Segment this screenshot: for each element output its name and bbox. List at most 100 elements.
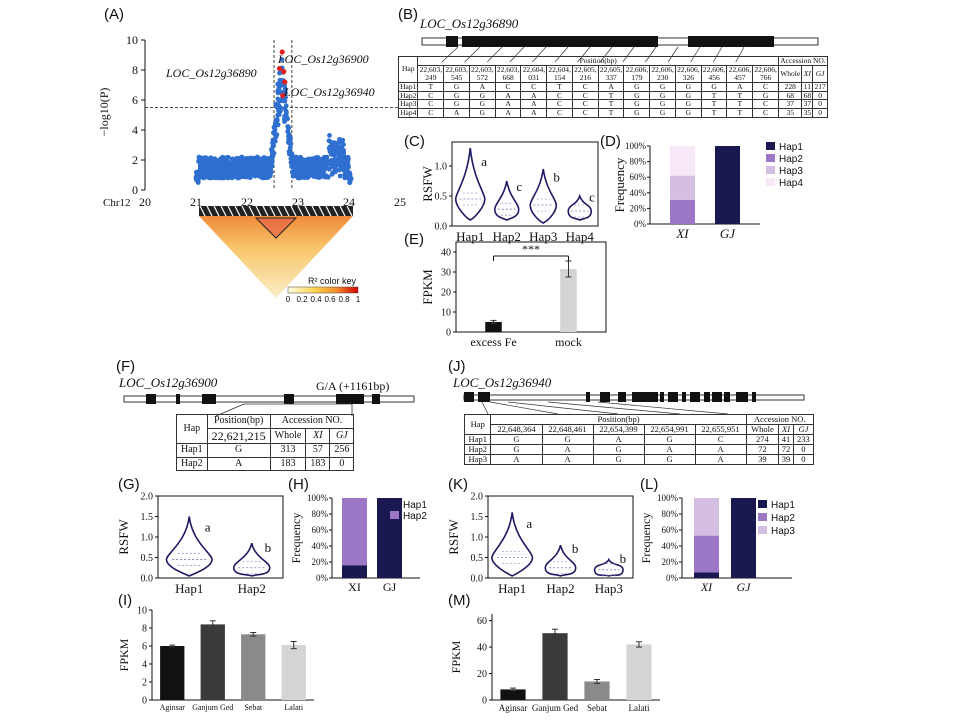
b-gene-name: LOC_Os12g36890 (419, 16, 519, 31)
violin-shape (165, 516, 213, 577)
panel-label-g: (G) (118, 476, 140, 493)
ytick: 100% (657, 493, 679, 503)
ytick: 4 (142, 660, 147, 671)
ld-block (256, 218, 296, 238)
sig-letter: c (516, 179, 522, 194)
b-allele-cell: A (494, 108, 522, 119)
b-position-cell: 22,604, 031 (520, 64, 548, 83)
ytick: 20% (312, 557, 329, 567)
exon (682, 392, 686, 402)
j-hap-header: Hap (463, 414, 492, 435)
plot-frame (451, 141, 599, 227)
b-allele-cell: C (752, 81, 779, 92)
ytick: 2.0 (141, 492, 154, 503)
panel-label-a: (A) (104, 6, 124, 23)
legend-swatch (766, 166, 775, 174)
sig-letter: b (572, 541, 579, 556)
legend-label: Hap1 (779, 142, 803, 153)
a-ytick: 8 (132, 63, 138, 77)
xtick: Hap2 (546, 581, 574, 596)
b-position-cell: 22,606, 766 (752, 64, 779, 83)
bar (241, 634, 266, 700)
ylabel: RSFW (446, 519, 461, 555)
ylabel: FPKM (449, 640, 463, 673)
xtick: Lalati (284, 703, 303, 712)
xtick: GJ (737, 580, 752, 594)
b-count-cell: 11 (801, 81, 814, 92)
ytick: 2 (142, 678, 147, 689)
f-acc-col: Whole (269, 427, 307, 445)
j-accession-header: Accession NO. (745, 414, 815, 425)
j-position-cell: 22,655,951 (694, 423, 747, 435)
xtick: GJ (720, 226, 736, 241)
b-accession-header: Accession NO. (777, 56, 829, 66)
bar (281, 645, 306, 700)
j-position-cell: 22,648,364 (490, 423, 543, 435)
sig-letter: c (589, 189, 595, 204)
ld-key-title: R² color key (308, 276, 357, 286)
b-allele-cell: G (623, 81, 651, 92)
stacked-segment (715, 146, 740, 224)
sig-letter: b (620, 551, 627, 566)
violin-shape (493, 180, 520, 221)
b-position-cell: 22,603, 668 (494, 64, 522, 83)
b-allele-cell: T (417, 81, 445, 92)
f-position-cell: 22,621,215 (206, 427, 271, 445)
table-row: Hap2 A 183 183 0 (176, 456, 355, 472)
j-acc-col: XI (778, 423, 794, 435)
ytick: 100% (307, 493, 329, 503)
violin-plot-k: 0.0 0.5 1.0 1.5 2.0 RSFW a Hap1 b Hap2 b Hap3 (446, 492, 634, 596)
xtick: Hap3 (529, 229, 557, 244)
ytick: 0.5 (471, 553, 484, 564)
legend-swatch (390, 511, 399, 519)
xtick: Hap1 (175, 581, 203, 596)
gene-model-36900: LOC_Os12g36900 G/A (+1161bp) (118, 375, 415, 417)
legend-swatch (390, 500, 399, 508)
sig-letter: b (553, 170, 560, 185)
stacked-segment (694, 498, 719, 536)
stacked-segment (670, 199, 695, 224)
sig-letter: a (481, 154, 487, 169)
violin-shape (491, 512, 534, 577)
ytick: 1.0 (435, 162, 448, 173)
legend-label: Hap4 (779, 178, 803, 189)
b-allele-cell: C (571, 81, 599, 92)
bar (584, 681, 610, 700)
j-position-cell: 22,648,461 (541, 423, 594, 435)
f-hap-header: Hap (176, 413, 208, 445)
b-allele-cell: C (494, 81, 522, 92)
xtick: Aginsar (160, 703, 186, 712)
panel-label-h: (H) (288, 476, 309, 493)
j-acc-col: GJ (792, 423, 815, 435)
b-allele-cell: C (546, 108, 573, 119)
ld-key-tick: 0.8 (338, 295, 350, 304)
panel-label-i: (I) (118, 592, 133, 609)
a-hit-point (279, 49, 285, 55)
ytick: 20% (630, 203, 647, 213)
b-allele-cell: A (443, 108, 470, 119)
b-position-cell: 22,606, 230 (649, 64, 676, 83)
b-allele-cell: A (520, 108, 548, 119)
panel-label-k: (K) (448, 476, 468, 493)
ytick: 10 (441, 308, 451, 319)
gene-model-36890: LOC_Os12g36890 (419, 16, 819, 63)
b-position-cell: 22,603, 545 (443, 64, 470, 83)
exon (586, 392, 590, 402)
b-position-cell: 22,606, 456 (700, 64, 728, 83)
ytick: 0.0 (141, 574, 154, 585)
xtick: Hap1 (456, 229, 484, 244)
ytick: 40 (477, 643, 487, 654)
xtick: Hap2 (238, 581, 266, 596)
b-count-cell: 0 (812, 108, 828, 119)
ld-heatmap (199, 216, 353, 298)
table-row: Hap3 A A G G A 39 39 0 (463, 453, 815, 465)
a-hit-point (281, 68, 287, 75)
b-acc-col: Whole (777, 64, 803, 83)
ytick: 0 (446, 328, 451, 339)
b-hap-cell: Hap4 (397, 108, 419, 119)
ytick: 1.0 (141, 533, 154, 544)
stacked-segment (694, 572, 719, 578)
ytick: 0.0 (435, 222, 448, 233)
sig-letter: b (265, 540, 272, 555)
a-xtick: 23 (292, 195, 304, 209)
